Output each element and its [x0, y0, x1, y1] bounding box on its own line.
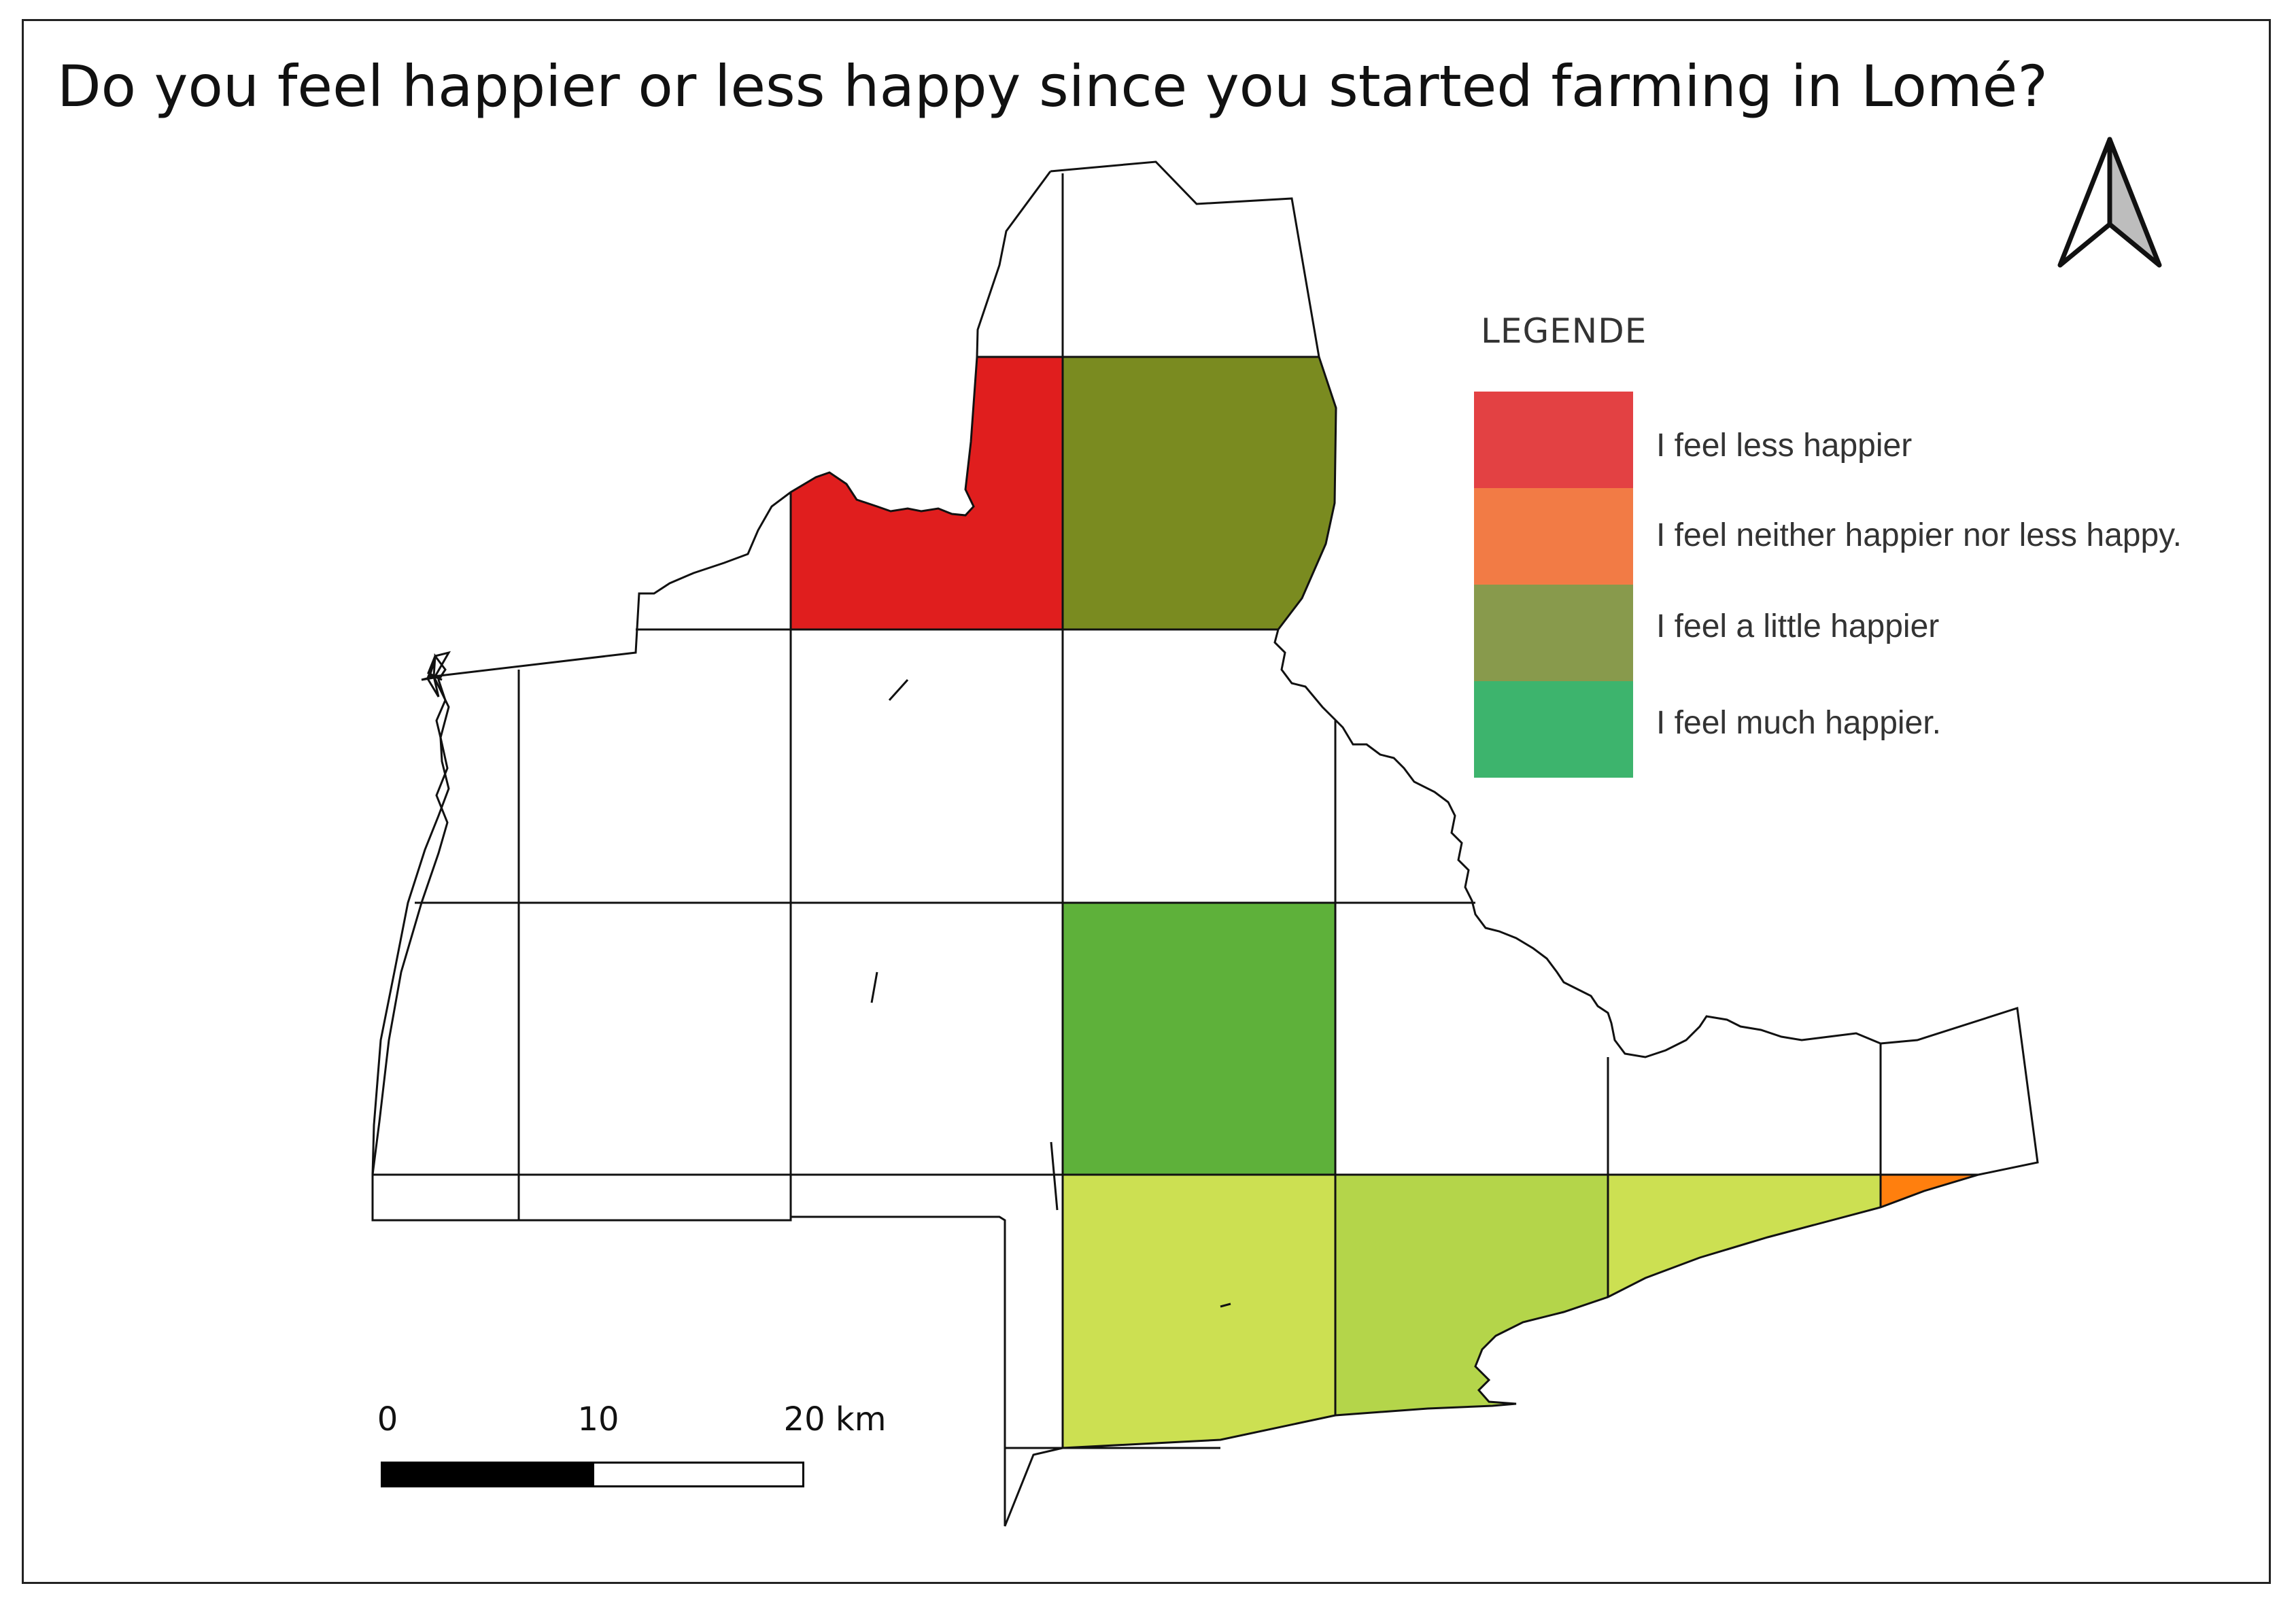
cell-olive[interactable] [1063, 357, 1336, 629]
scale-label-20km: 20 km [783, 1400, 887, 1438]
scale-label-10: 10 [577, 1400, 619, 1438]
cell-red[interactable] [791, 357, 1063, 629]
cell-light-green[interactable] [1335, 1175, 1608, 1415]
scale-bar-black-segment [381, 1462, 592, 1487]
cell-orange[interactable] [1881, 1175, 1978, 1207]
region-boundary [371, 160, 2039, 1527]
grid-lines [373, 173, 1978, 1449]
legend-label-neither: I feel neither happier nor less happy. [1656, 517, 2182, 553]
west-boundary [371, 171, 1052, 1220]
legend-swatch-little-happier [1474, 585, 1633, 681]
legend-title: LEGENDE [1481, 311, 1647, 351]
region-outline [371, 160, 2039, 1527]
cell-yellow-green-left[interactable] [1063, 1175, 1335, 1448]
legend-swatch-much-happier [1474, 681, 1633, 778]
cell-green[interactable] [1063, 903, 1335, 1175]
legend-label-little-happier: I feel a little happier [1656, 608, 1940, 644]
north-arrow-icon [2057, 137, 2162, 268]
legend-label-less-happy: I feel less happier [1656, 428, 1913, 464]
legend-label-much-happier: I feel much happier. [1656, 705, 1941, 741]
legend-swatch-less-happy [1474, 392, 1633, 488]
legend-swatch-neither [1474, 488, 1633, 585]
scale-label-0: 0 [377, 1400, 398, 1438]
cell-yellow-green-right[interactable] [1608, 1175, 1881, 1297]
map-title: Do you feel happier or less happy since … [57, 53, 2048, 120]
colored-cells [791, 357, 1978, 1448]
map-frame [22, 19, 2271, 1584]
scale-bar-white-segment [592, 1462, 804, 1487]
